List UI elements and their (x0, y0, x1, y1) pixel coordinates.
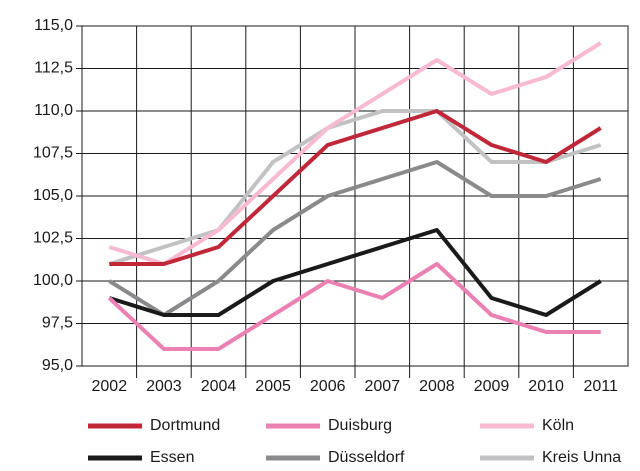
plot-frame (81, 25, 629, 367)
y-tick-label: 95,0 (42, 357, 73, 374)
x-tick-label: 2011 (583, 378, 618, 395)
y-tick-label: 97,5 (42, 315, 73, 332)
x-tick-label: 2009 (474, 378, 510, 395)
series-line (108, 228, 602, 317)
x-tick-label: 2007 (365, 378, 401, 395)
y-tick-label: 102,5 (33, 230, 73, 247)
x-tick-label: 2010 (528, 378, 564, 395)
legend-label: Dortmund (150, 417, 220, 434)
x-tick-label: 2004 (201, 378, 237, 395)
x-tick-label: 2002 (92, 378, 128, 395)
x-tick-label: 2005 (255, 378, 291, 395)
legend-label: Köln (542, 417, 574, 434)
y-tick-label: 112,5 (34, 60, 73, 77)
x-tick-label: 2006 (310, 378, 346, 395)
series-line (107, 262, 601, 351)
legend-label: Duisburg (328, 417, 392, 434)
x-tick-label: 2003 (146, 378, 182, 395)
series-line (108, 41, 602, 266)
y-tick-label: 100,0 (33, 272, 73, 289)
series-line (109, 109, 602, 266)
legend-label: Essen (150, 449, 194, 466)
x-tick-label: 2008 (419, 378, 455, 395)
legend-label: Düsseldorf (328, 449, 405, 466)
y-tick-label: 105,0 (33, 187, 73, 204)
series-line (108, 160, 602, 317)
legend-label: Kreis Unna (542, 449, 621, 466)
series-line (108, 109, 602, 266)
y-tick-label: 115,0 (34, 17, 73, 34)
y-tick-label: 110,0 (34, 102, 73, 119)
y-tick-label: 107,5 (33, 145, 73, 162)
